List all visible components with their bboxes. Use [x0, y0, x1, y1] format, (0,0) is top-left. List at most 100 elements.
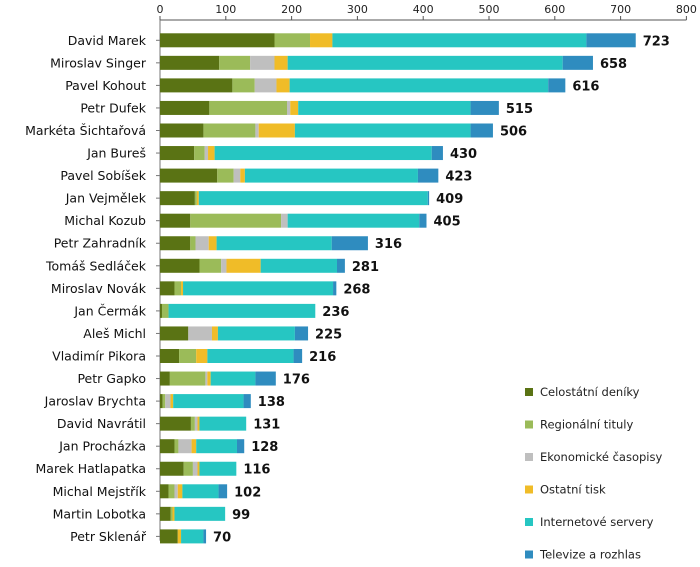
bar-segment — [188, 326, 212, 341]
bar-segment — [226, 258, 261, 273]
bar-segment — [240, 168, 245, 183]
category-label: Jaroslav Brychta — [44, 394, 146, 409]
total-value-label: 236 — [322, 305, 349, 320]
bar-segment — [178, 439, 192, 454]
category-label: Michal Kozub — [64, 213, 146, 228]
bar-segment — [276, 78, 290, 93]
category-label: Jan Procházka — [58, 439, 146, 454]
bar-segment — [174, 281, 182, 296]
category-label: Pavel Kohout — [65, 78, 146, 93]
category-label: Petr Sklenář — [70, 529, 147, 544]
bar-segment — [165, 394, 171, 409]
category-label: Miroslav Novák — [51, 281, 147, 296]
bar-segment — [160, 529, 178, 544]
bar-segment — [260, 258, 338, 273]
bar-segment — [337, 258, 345, 273]
bar-segment — [214, 146, 432, 161]
bar-segment — [203, 529, 207, 544]
bar-segment — [168, 484, 175, 499]
bar-segment — [427, 191, 430, 206]
bar-segment — [586, 33, 636, 48]
bar-segment — [209, 100, 287, 115]
bar-segment — [199, 461, 237, 476]
x-tick-label: 0 — [157, 3, 164, 16]
total-value-label: 268 — [343, 282, 370, 297]
category-label: Tomáš Sedláček — [45, 258, 147, 273]
category-label: Aleš Michl — [83, 326, 146, 341]
bar-segment — [160, 213, 191, 228]
bar-segment — [160, 191, 195, 206]
bar-segment — [160, 303, 162, 318]
bar-segment — [419, 213, 427, 228]
bar-segment — [210, 371, 256, 386]
category-label: Petr Gapko — [77, 371, 146, 386]
total-value-label: 423 — [445, 170, 472, 185]
x-tick-label: 300 — [347, 3, 368, 16]
bar-segment — [196, 439, 237, 454]
bar-segment — [548, 78, 566, 93]
bar-segment — [298, 100, 471, 115]
category-label: Jan Vejmělek — [65, 191, 147, 206]
bar-segment — [192, 461, 198, 476]
x-tick-label: 600 — [544, 3, 565, 16]
bar-segment — [207, 348, 294, 363]
bar-segment — [190, 236, 196, 251]
total-value-label: 409 — [436, 192, 463, 207]
bar-segment — [294, 123, 471, 138]
bar-segment — [332, 33, 587, 48]
bar-segment — [160, 484, 169, 499]
bar-segment — [197, 416, 200, 431]
bar-segment — [290, 100, 299, 115]
category-label: David Marek — [68, 33, 147, 48]
bar-segment — [160, 236, 191, 251]
bar-segment — [179, 348, 197, 363]
legend-label: Internetové servery — [540, 515, 654, 529]
legend-label: Televize a rozhlas — [539, 548, 641, 562]
bar-segment — [431, 146, 443, 161]
bar-segment — [232, 78, 255, 93]
bar-segment — [219, 55, 251, 70]
bar-segment — [174, 439, 179, 454]
category-label: Petr Dufek — [80, 100, 146, 115]
total-value-label: 515 — [506, 102, 533, 117]
category-label: Vladimír Pikora — [52, 348, 146, 363]
bar-segment — [160, 394, 163, 409]
bar-segment — [417, 168, 439, 183]
bar-segment — [181, 281, 184, 296]
category-label: Martin Lobotka — [53, 506, 146, 521]
bar-segment — [160, 258, 200, 273]
x-tick-label: 400 — [413, 3, 434, 16]
bar-segment — [183, 281, 334, 296]
total-value-label: 176 — [283, 373, 310, 388]
category-label: Michal Mejstřík — [53, 484, 147, 499]
bar-segment — [169, 371, 206, 386]
bar-segment — [181, 529, 204, 544]
bar-segment — [160, 326, 189, 341]
total-value-label: 70 — [213, 530, 231, 545]
legend-swatch — [525, 453, 533, 461]
bar-segment — [250, 55, 275, 70]
legend-label: Ekonomické časopisy — [540, 450, 662, 464]
bar-segment — [161, 303, 169, 318]
legend-label: Celostátní deníky — [540, 385, 640, 399]
category-label: Marek Hatlapatka — [36, 461, 146, 476]
bar-segment — [194, 416, 198, 431]
legend-swatch — [525, 388, 533, 396]
bar-segment — [160, 146, 195, 161]
bar-segment — [204, 146, 209, 161]
bar-segment — [162, 394, 166, 409]
total-value-label: 281 — [352, 260, 379, 275]
category-label: Petr Zahradník — [54, 236, 147, 251]
bar-segment — [287, 213, 420, 228]
bar-segment — [258, 123, 295, 138]
bar-segment — [255, 123, 259, 138]
bar-segment — [195, 236, 209, 251]
bar-segment — [160, 123, 204, 138]
x-tick-label: 200 — [281, 3, 302, 16]
bar-segment — [196, 348, 208, 363]
bar-segment — [160, 348, 180, 363]
total-value-label: 405 — [433, 215, 460, 230]
x-tick-label: 500 — [479, 3, 500, 16]
bar-segment — [174, 484, 178, 499]
bar-segment — [244, 168, 418, 183]
